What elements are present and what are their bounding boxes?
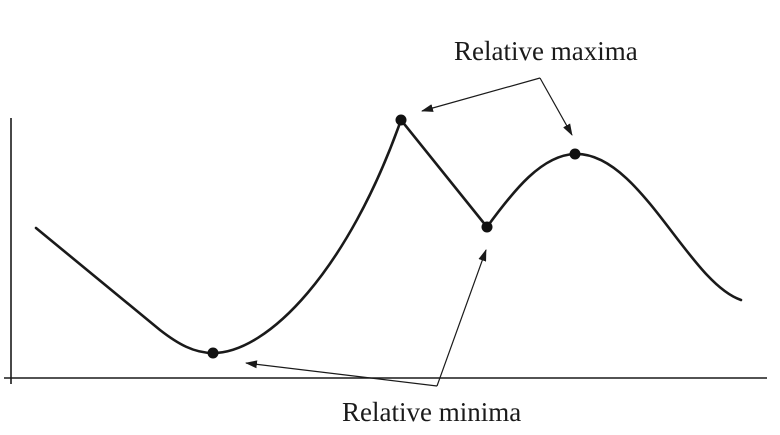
maxima-pointer-right xyxy=(539,77,573,136)
relative-maximum-2 xyxy=(569,148,581,160)
minima-pointer-left xyxy=(245,360,438,387)
function-curve xyxy=(34,118,743,355)
maxima-pointer-left xyxy=(421,77,541,112)
relative-maximum-1 xyxy=(395,114,407,126)
relative-minimum-1 xyxy=(207,347,219,359)
minima-pointer-right xyxy=(436,249,487,387)
relative-minimum-2 xyxy=(481,221,493,233)
maxima-label: Relative maxima xyxy=(454,36,638,66)
minima-label: Relative minima xyxy=(342,397,521,427)
